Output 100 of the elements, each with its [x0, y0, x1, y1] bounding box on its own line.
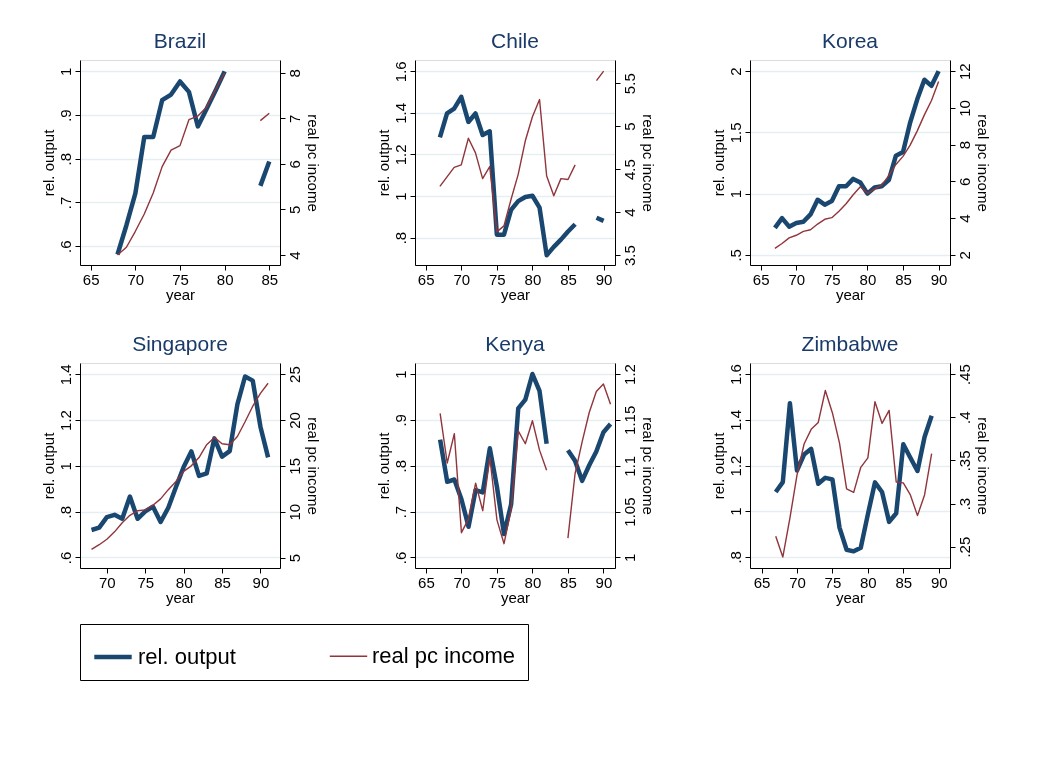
- y-tick-label: .8: [56, 505, 74, 519]
- legend-label: rel. output: [138, 644, 236, 669]
- y-tick-label: 1: [56, 462, 74, 471]
- x-tick-label: 85: [261, 270, 279, 288]
- x-tick-label: 75: [824, 573, 842, 591]
- y-tick-label: .6: [56, 240, 74, 253]
- x-tick-label: 85: [560, 270, 577, 288]
- x-tick-label: 70: [453, 573, 471, 591]
- y-tick-label: .8: [56, 153, 74, 166]
- y-tick-label: 1: [726, 189, 744, 199]
- y2-tick-label: 4: [955, 214, 973, 223]
- y2-tick-label: 15: [285, 457, 303, 475]
- y-tick-label: 1: [391, 370, 409, 379]
- y-axis-title: rel. output: [709, 128, 727, 197]
- y-tick-label: .6: [391, 551, 409, 565]
- y2-tick-label: 3.5: [620, 245, 638, 267]
- y2-tick-label: 25: [285, 366, 303, 383]
- x-tick-label: 70: [789, 573, 806, 591]
- y-tick-label: 1.2: [726, 455, 744, 477]
- x-tick-label: 85: [560, 573, 577, 591]
- x-tick-label: 80: [524, 573, 542, 591]
- x-axis-title: year: [165, 588, 196, 606]
- y2-tick-label: 4.5: [620, 159, 638, 181]
- y2-tick-label: 6: [285, 160, 303, 169]
- chart-title: Singapore: [132, 332, 228, 355]
- y2-tick-label: .25: [955, 536, 973, 558]
- y2-tick-label: 12: [955, 63, 973, 81]
- y-tick-label: .7: [56, 196, 74, 210]
- x-tick-label: 75: [137, 573, 155, 591]
- x-tick-label: 65: [418, 573, 435, 591]
- y-tick-label: 1.2: [391, 144, 409, 166]
- y-tick-label: 1.5: [726, 122, 744, 144]
- y-axis-title: rel. output: [39, 431, 57, 500]
- y2-axis-title: real pc income: [639, 114, 657, 212]
- y2-tick-label: .45: [955, 364, 973, 386]
- y-tick-label: .5: [726, 249, 744, 262]
- x-tick-label: 75: [824, 270, 841, 288]
- y-axis-title: rel. output: [39, 128, 57, 197]
- x-axis-title: year: [835, 588, 866, 606]
- y-tick-label: .9: [56, 109, 74, 122]
- y-tick-label: 1: [56, 67, 74, 77]
- y2-tick-label: 1.15: [620, 405, 638, 435]
- y2-tick-label: 8: [285, 69, 303, 78]
- y-tick-label: 1.4: [391, 102, 409, 124]
- chart-title: Brazil: [153, 29, 207, 52]
- x-tick-label: 90: [595, 270, 613, 288]
- line-series: [89, 374, 271, 533]
- x-tick-label: 80: [524, 270, 542, 288]
- x-tick-label: 90: [930, 573, 948, 591]
- y-tick-label: 1.6: [391, 61, 409, 83]
- y-axis-title: rel. output: [374, 128, 392, 197]
- x-tick-label: 85: [214, 573, 231, 591]
- y-tick-label: .6: [56, 551, 74, 565]
- y2-tick-label: 1.1: [620, 455, 638, 477]
- x-tick-label: 80: [860, 573, 877, 591]
- y-axis-title: rel. output: [709, 431, 727, 500]
- x-tick-label: 75: [172, 270, 189, 288]
- x-tick-label: 90: [252, 573, 270, 591]
- y-tick-label: .7: [391, 505, 409, 519]
- x-tick-label: 80: [859, 270, 877, 288]
- x-tick-label: 85: [895, 270, 912, 288]
- y2-tick-label: 4: [285, 251, 303, 260]
- y-tick-label: 1: [726, 507, 744, 516]
- x-tick-label: 70: [788, 270, 806, 288]
- y-tick-label: 1.4: [726, 409, 744, 431]
- y2-tick-label: 1.05: [620, 497, 638, 527]
- y-tick-label: .8: [391, 459, 409, 473]
- x-tick-label: 70: [127, 270, 145, 288]
- y2-tick-label: 5.5: [620, 73, 638, 95]
- y2-axis-title: real pc income: [304, 114, 322, 212]
- y2-tick-label: 5: [285, 553, 303, 563]
- x-tick-label: 80: [175, 573, 193, 591]
- x-axis-title: year: [835, 285, 866, 303]
- x-tick-label: 75: [489, 270, 506, 288]
- y2-tick-label: 10: [285, 503, 303, 521]
- chart-title: Korea: [821, 29, 879, 52]
- y2-tick-label: 7: [285, 114, 303, 123]
- y-tick-label: 1.2: [56, 410, 74, 431]
- x-axis-title: year: [500, 588, 531, 606]
- x-tick-label: 75: [489, 573, 506, 591]
- x-axis-title: year: [165, 285, 196, 303]
- legend-label: real pc income: [372, 643, 516, 669]
- y-tick-label: 2: [726, 67, 744, 76]
- y2-axis-title: real pc income: [974, 114, 992, 212]
- y2-tick-label: 2: [955, 251, 973, 260]
- y2-tick-label: 1.2: [620, 364, 638, 385]
- y-tick-label: .8: [391, 231, 409, 245]
- y-tick-label: 1.4: [56, 364, 74, 386]
- y-axis-title: rel. output: [374, 431, 392, 500]
- chart-title: Zimbabwe: [801, 332, 899, 355]
- y2-tick-label: .3: [955, 497, 973, 511]
- y2-tick-label: 5: [620, 122, 638, 131]
- x-tick-label: 85: [895, 573, 913, 591]
- y2-tick-label: .35: [955, 450, 973, 472]
- y2-axis-title: real pc income: [974, 417, 992, 515]
- y-tick-label: 1: [391, 192, 409, 201]
- y2-tick-label: 1: [620, 553, 638, 563]
- y2-tick-label: 5: [285, 205, 303, 215]
- x-tick-label: 90: [930, 270, 948, 288]
- x-tick-label: 65: [752, 270, 770, 288]
